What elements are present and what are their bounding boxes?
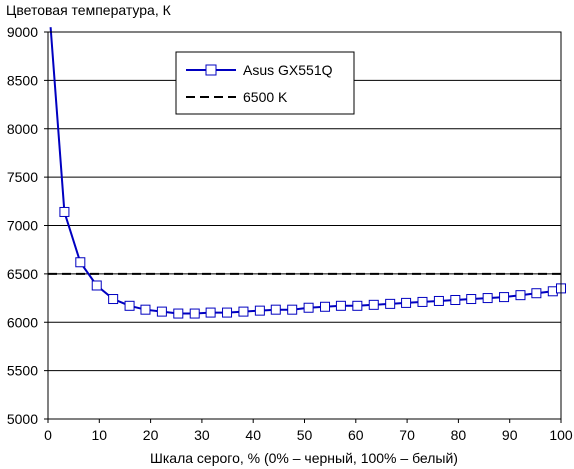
y-tick-labels: 5000 5500 6000 6500 7000 7500 8000 8500 9000 (7, 24, 48, 427)
series-asus-point (515, 290, 526, 301)
series-asus-point (482, 293, 493, 304)
legend-label-asus: Asus GX551Q (243, 62, 333, 78)
series-asus-point (173, 308, 184, 319)
series-asus-point (124, 300, 135, 311)
x-tick-label-80: 80 (451, 427, 467, 443)
series-asus-point (368, 299, 379, 310)
legend-box (175, 51, 355, 115)
series-asus-point (433, 295, 444, 306)
series-asus-point (270, 304, 281, 315)
series-asus-point (531, 288, 542, 299)
x-tick-label-100: 100 (549, 427, 573, 443)
series-asus-point (108, 294, 119, 305)
series-asus-point (303, 302, 314, 313)
series-asus-point (91, 280, 102, 291)
series-asus-point (547, 286, 558, 297)
legend-marker-asus (205, 64, 217, 76)
x-tick-label-20: 20 (143, 427, 159, 443)
plot-frame (47, 31, 562, 420)
x-tick-label-60: 60 (348, 427, 364, 443)
series-asus-point (189, 308, 200, 319)
x-tick-label-10: 10 (92, 427, 108, 443)
series-asus-point (287, 304, 298, 315)
y-tick-label-8000: 8000 (7, 121, 38, 137)
series-asus-point (140, 304, 151, 315)
x-tick-label-90: 90 (502, 427, 518, 443)
series-asus-point (59, 206, 70, 217)
y-tick-label-5000: 5000 (7, 411, 38, 427)
series-layer (48, 27, 566, 319)
series-asus-point (222, 307, 233, 318)
y-tick-label-8500: 8500 (7, 72, 38, 88)
series-asus-point (156, 306, 167, 317)
series-asus-point (320, 301, 331, 312)
grid-lines (48, 79, 561, 372)
series-asus-point (205, 307, 216, 318)
y-tick-label-6000: 6000 (7, 314, 38, 330)
x-tick-labels: 0 10 20 30 40 50 60 70 80 90 100 (44, 419, 573, 443)
y-tick-label-9000: 9000 (7, 24, 38, 40)
legend: Asus GX551Q 6500 K (175, 51, 355, 115)
series-asus-point (254, 305, 265, 316)
x-axis-title: Шкала серого, % (0% – черный, 100% – бел… (150, 450, 458, 466)
series-asus-point (499, 292, 510, 303)
series-asus-point (238, 306, 249, 317)
x-tick-label-40: 40 (245, 427, 261, 443)
series-asus-point (335, 300, 346, 311)
series-asus-point (352, 300, 363, 311)
x-tick-label-0: 0 (44, 427, 52, 443)
y-tick-label-7500: 7500 (7, 169, 38, 185)
y-tick-label-5500: 5500 (7, 363, 38, 379)
x-tick-label-30: 30 (194, 427, 210, 443)
series-asus-point (385, 298, 396, 309)
series-asus-point (417, 296, 428, 307)
y-axis-title: Цветовая температура, К (6, 2, 172, 18)
x-tick-label-50: 50 (297, 427, 313, 443)
series-asus-point (401, 297, 412, 308)
series-asus-point (450, 294, 461, 305)
y-tick-label-7000: 7000 (7, 218, 38, 234)
series-asus-point (75, 257, 86, 268)
x-tick-label-70: 70 (399, 427, 415, 443)
y-tick-label-6500: 6500 (7, 266, 38, 282)
series-asus-point (466, 294, 477, 305)
legend-label-6500: 6500 K (243, 89, 288, 105)
